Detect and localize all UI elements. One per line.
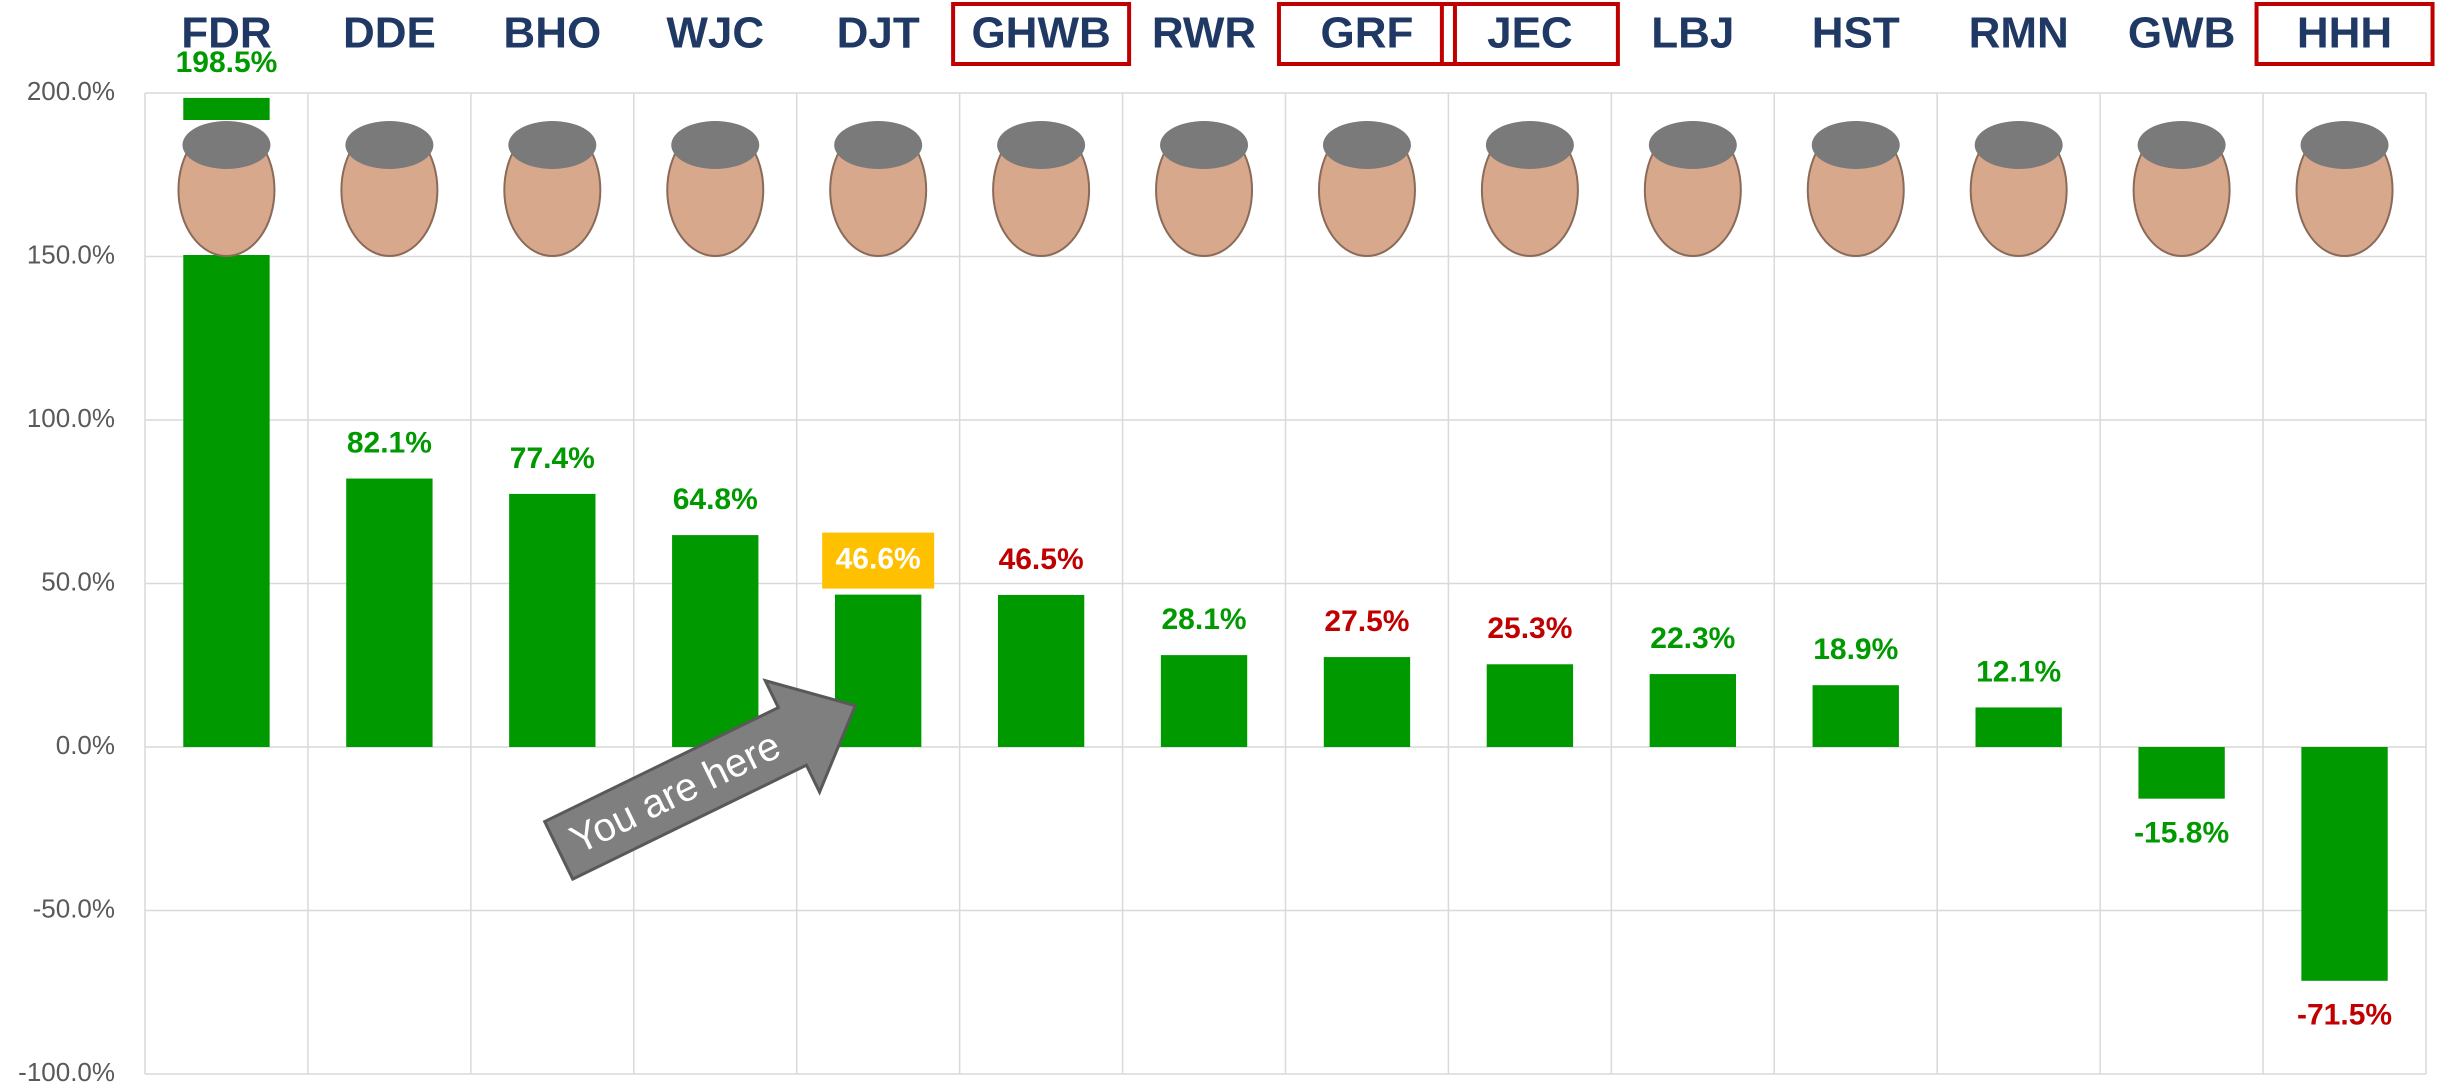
portrait-hair: [1160, 121, 1248, 169]
bar: [1324, 657, 1410, 747]
portrait-hair: [508, 121, 596, 169]
x-tick-label: BHO: [503, 9, 601, 58]
portrait-hair: [2301, 121, 2389, 169]
x-tick-label: LBJ: [1651, 9, 1734, 58]
y-tick-label: -100.0%: [18, 1057, 115, 1087]
bar: [1161, 655, 1247, 747]
x-tick-label: DJT: [837, 9, 920, 58]
bar: [1813, 685, 1899, 747]
value-label: 198.5%: [176, 46, 278, 79]
x-tick-label: WJC: [666, 9, 764, 58]
value-label: 28.1%: [1161, 603, 1246, 636]
portrait-hair: [1649, 121, 1737, 169]
value-label: -71.5%: [2297, 999, 2392, 1032]
value-label: 12.1%: [1976, 655, 2061, 688]
bar: [672, 535, 758, 747]
x-tick-label: HST: [1812, 9, 1900, 58]
y-tick-label: 200.0%: [27, 76, 115, 106]
x-tick-label: HHH: [2297, 9, 2392, 58]
value-label: 18.9%: [1813, 633, 1898, 666]
portrait-hair: [1975, 121, 2063, 169]
x-tick-label: DDE: [343, 9, 436, 58]
bar: [998, 595, 1084, 747]
x-tick-label: RWR: [1152, 9, 1256, 58]
value-label: 46.6%: [836, 543, 921, 576]
bar: [509, 494, 595, 747]
value-label: 64.8%: [673, 483, 758, 516]
y-tick-label: 0.0%: [56, 730, 115, 760]
portrait-hair: [1812, 121, 1900, 169]
bar: [346, 479, 432, 747]
portrait-hair: [1486, 121, 1574, 169]
bar: [1976, 707, 2062, 747]
portrait-hair: [671, 121, 759, 169]
portrait-hair: [2138, 121, 2226, 169]
y-tick-label: 150.0%: [27, 239, 115, 269]
value-label: -15.8%: [2134, 817, 2229, 850]
chart: -100.0% -50.0% 0.0% 50.0% 100.0% 150.0% 200.0%…: [0, 0, 2441, 1088]
portrait-hair: [1323, 121, 1411, 169]
value-label: 22.3%: [1650, 622, 1735, 655]
x-tick-label: RMN: [1969, 9, 2069, 58]
value-label: 46.5%: [999, 543, 1084, 576]
x-tick-label: GHWB: [971, 9, 1110, 58]
y-tick-label: 50.0%: [41, 566, 115, 596]
x-tick-label: JEC: [1487, 9, 1573, 58]
bar: [2301, 747, 2387, 981]
x-tick-label: GRF: [1321, 9, 1414, 58]
bar: [1487, 664, 1573, 747]
portrait-hair: [997, 121, 1085, 169]
portrait-hair: [345, 121, 433, 169]
y-tick-label: -50.0%: [33, 893, 115, 923]
value-label: 82.1%: [347, 426, 432, 459]
value-label: 25.3%: [1487, 612, 1572, 645]
value-label: 77.4%: [510, 442, 595, 475]
y-tick-label: 100.0%: [27, 403, 115, 433]
bar: [1650, 674, 1736, 747]
portrait-hair: [834, 121, 922, 169]
x-tick-label: GWB: [2128, 9, 2236, 58]
bar: [2138, 747, 2224, 799]
portrait-hair: [182, 121, 270, 169]
value-label: 27.5%: [1324, 605, 1409, 638]
